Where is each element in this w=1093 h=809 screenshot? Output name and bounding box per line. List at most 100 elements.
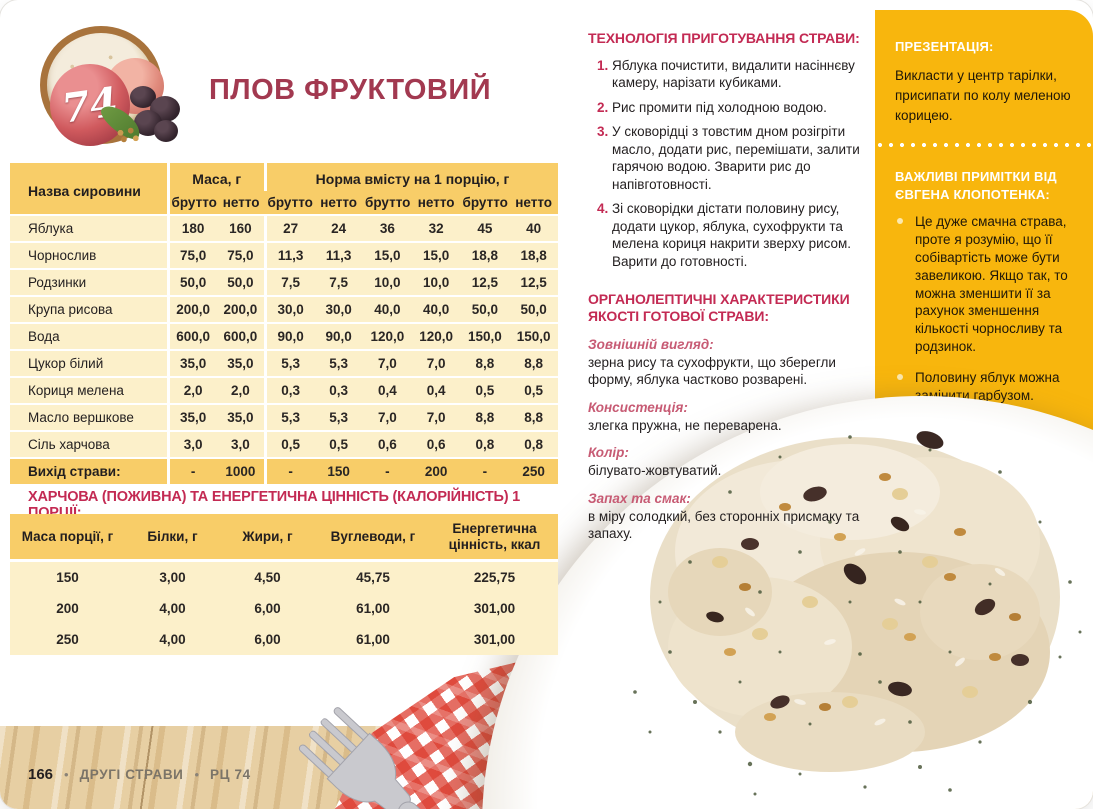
presentation-heading: ПРЕЗЕНТАЦІЯ: <box>895 39 994 54</box>
organoleptic-list: Зовнішній вигляд: зерна рису та сухофрукт… <box>588 337 862 543</box>
dotted-divider <box>875 142 1093 149</box>
table-row: 250 4,00 6,00 61,00 301,00 <box>10 624 558 656</box>
footer-separator: • <box>194 767 200 782</box>
table-row: Чорнослив 75,0 75,0 11,3 11,3 15,0 15,0 18,8 18,… <box>10 241 558 269</box>
column-header: брутто <box>168 191 217 215</box>
column-header: нетто <box>509 191 558 215</box>
column-header: Енергетична цінність, ккал <box>431 514 558 563</box>
table-cell: 50,0 <box>460 295 510 323</box>
table-cell: 3,00 <box>125 560 220 594</box>
table-cell: 90,0 <box>265 322 315 350</box>
table-row: Вихід страви: -1000-150-200-250 <box>10 457 558 484</box>
footer-separator: • <box>64 767 69 782</box>
table-cell: 0,5 <box>509 376 558 404</box>
table-cell: 250 <box>509 457 558 484</box>
table-cell: 15,0 <box>363 241 412 269</box>
organoleptic-text: в міру солодкий, без сторонніх присмаку … <box>588 508 860 542</box>
table-cell: 40,0 <box>363 295 412 323</box>
table-cell: Вода <box>10 322 170 350</box>
table-cell: 45,75 <box>315 560 431 594</box>
table-cell: 2,0 <box>168 376 217 404</box>
table-cell: - <box>168 457 217 484</box>
table-row: Крупа рисова 200,0 200,0 30,0 30,0 40,0 40,0 50… <box>10 295 558 323</box>
table-cell: 600,0 <box>168 322 217 350</box>
table-cell: 0,8 <box>460 430 510 458</box>
nutrition-table: Маса порції, г Білки, г Жири, г Вуглеводи, … <box>10 514 558 656</box>
table-cell: 40,0 <box>411 295 461 323</box>
table-cell: 200,0 <box>168 295 217 323</box>
table-cell: 36 <box>363 214 412 242</box>
table-cell: Масло вершкове <box>10 403 170 431</box>
raisins-image <box>112 124 146 146</box>
table-cell: 24 <box>314 214 363 242</box>
table-cell: 600,0 <box>216 322 267 350</box>
list-item: Зі сковорідки дістати половину рису, дод… <box>612 200 862 270</box>
notes-heading: ВАЖЛИВІ ПРИМІТКИ ВІД ЄВГЕНА КЛОПОТЕНКА: <box>895 169 1057 202</box>
table-cell: 8,8 <box>460 349 510 377</box>
table-cell: Сіль харчова <box>10 430 170 458</box>
table-row: Цукор білий 35,0 35,0 5,3 5,3 7,0 7,0 8,8 8,8 <box>10 349 558 377</box>
table-cell: 120,0 <box>363 322 412 350</box>
page-number: 166 <box>28 766 54 783</box>
table-cell: Крупа рисова <box>10 295 170 323</box>
column-header: брутто <box>460 191 510 215</box>
column-header: Білки, г <box>125 514 220 563</box>
table-row: Яблука 180 160 27 24 36 32 45 40 <box>10 214 558 242</box>
table-cell: 50,0 <box>216 268 267 296</box>
fork-image <box>298 707 510 809</box>
table-cell: 200,0 <box>216 295 267 323</box>
table-cell: 3,0 <box>168 430 217 458</box>
table-cell: 8,8 <box>460 403 510 431</box>
col-header-mass: Маса, г <box>168 163 267 191</box>
table-cell: 150,0 <box>509 322 558 350</box>
table-cell: 160 <box>216 214 267 242</box>
table-cell: - <box>460 457 510 484</box>
table-cell: Цукор білий <box>10 349 170 377</box>
table-row: Кориця мелена 2,0 2,0 0,3 0,3 0,4 0,4 0,5 0,5 <box>10 376 558 404</box>
table-cell: 7,0 <box>411 349 461 377</box>
table-cell: 2,0 <box>216 376 267 404</box>
page-title: ПЛОВ ФРУКТОВИЙ <box>208 74 492 106</box>
table-cell: 150 <box>10 560 125 594</box>
list-item: Яблука почистити, видалити насіннєву кам… <box>612 57 862 92</box>
ingredients-table: Назва сировини Маса, г Норма вмісту на 1… <box>10 163 558 484</box>
recipe-badge: 74 <box>28 20 188 155</box>
column-header: Вуглеводи, г <box>315 514 431 563</box>
table-cell: 75,0 <box>168 241 217 269</box>
table-cell: 0,4 <box>411 376 461 404</box>
method-column: ТЕХНОЛОГІЯ ПРИГОТУВАННЯ СТРАВИ: Яблука п… <box>588 30 862 543</box>
table-cell: 18,8 <box>460 241 510 269</box>
table-cell: 7,0 <box>363 403 412 431</box>
column-header: Жири, г <box>220 514 315 563</box>
organoleptic-heading: ОРГАНОЛЕПТИЧНІ ХАРАКТЕРИСТИКИ ЯКОСТІ ГОТ… <box>588 290 850 325</box>
table-cell: 180 <box>168 214 217 242</box>
table-cell: 11,3 <box>314 241 363 269</box>
table-cell: 61,00 <box>315 624 431 656</box>
table-cell: 150,0 <box>460 322 510 350</box>
table-cell: 5,3 <box>265 403 315 431</box>
organoleptic-label: Консистенція: <box>588 399 688 415</box>
table-row: Родзинки 50,0 50,0 7,5 7,5 10,0 10,0 12,5 12,5 <box>10 268 558 296</box>
list-item: Рис промити під холодною водою. <box>612 99 862 117</box>
table-cell: 35,0 <box>216 403 267 431</box>
table-cell: Чорнослив <box>10 241 170 269</box>
table-cell: - <box>363 457 412 484</box>
table-cell: 0,5 <box>460 376 510 404</box>
footer-code: РЦ 74 <box>210 767 251 782</box>
technology-steps: Яблука почистити, видалити насіннєву кам… <box>588 57 862 271</box>
table-cell: 90,0 <box>314 322 363 350</box>
table-cell: 4,00 <box>125 624 220 656</box>
table-row: 200 4,00 6,00 61,00 301,00 <box>10 593 558 625</box>
table-cell: 150 <box>314 457 363 484</box>
table-cell: 75,0 <box>216 241 267 269</box>
table-cell: 50,0 <box>509 295 558 323</box>
list-item: У сковорідці з товстим дном розігріти ма… <box>612 123 862 193</box>
table-cell: 15,0 <box>411 241 461 269</box>
col-header-norm: Норма вмісту на 1 порцію, г <box>265 163 558 191</box>
table-cell: 32 <box>411 214 461 242</box>
table-cell: 27 <box>265 214 315 242</box>
column-header: брутто <box>363 191 412 215</box>
footer-section: ДРУГІ СТРАВИ <box>79 767 184 782</box>
table-cell: 18,8 <box>509 241 558 269</box>
